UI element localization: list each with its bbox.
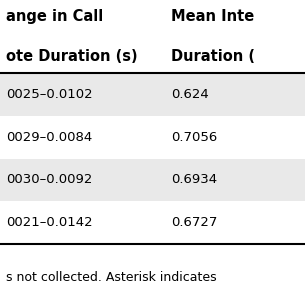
Text: 0025–0.0102: 0025–0.0102 bbox=[6, 88, 93, 101]
Text: 0021–0.0142: 0021–0.0142 bbox=[6, 216, 93, 229]
Text: s not collected. Asterisk indicates: s not collected. Asterisk indicates bbox=[6, 271, 217, 284]
Bar bbox=[0, 201, 305, 244]
Text: 0.6727: 0.6727 bbox=[171, 216, 217, 229]
Text: Duration (: Duration ( bbox=[171, 49, 255, 64]
Text: 0.6934: 0.6934 bbox=[171, 174, 217, 186]
Text: 0.624: 0.624 bbox=[171, 88, 209, 101]
Bar bbox=[0, 73, 305, 116]
Text: ote Duration (s): ote Duration (s) bbox=[6, 49, 138, 64]
Text: 0030–0.0092: 0030–0.0092 bbox=[6, 174, 92, 186]
Text: 0029–0.0084: 0029–0.0084 bbox=[6, 131, 92, 144]
Bar bbox=[0, 159, 305, 201]
Text: Mean Inte: Mean Inte bbox=[171, 9, 254, 24]
Text: 0.7056: 0.7056 bbox=[171, 131, 217, 144]
Bar bbox=[0, 116, 305, 159]
Text: ange in Call: ange in Call bbox=[6, 9, 103, 24]
